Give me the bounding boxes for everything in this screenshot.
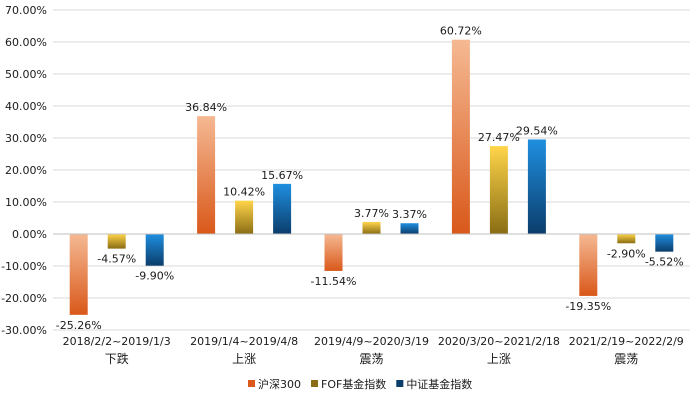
x-category-phase: 震荡	[614, 352, 638, 366]
y-tick-label: 20.00%	[5, 164, 47, 177]
bar	[197, 116, 216, 234]
bar	[579, 234, 598, 296]
data-label: 3.77%	[354, 207, 389, 220]
y-tick-label: 50.00%	[5, 68, 47, 81]
legend-swatch	[311, 380, 318, 387]
bar	[400, 223, 419, 234]
x-category-period: 2021/2/19~2022/2/9	[569, 335, 684, 348]
bars-layer	[69, 39, 674, 315]
y-tick-label: -30.00%	[1, 324, 47, 337]
legend-swatch	[248, 380, 255, 387]
y-axis-ticks: 70.00% 60.00% 50.00% 40.00% 30.00% 20.00% 10.0…	[1, 4, 47, 337]
legend-label: 中证基金指数	[406, 377, 472, 391]
data-label: -2.90%	[607, 247, 646, 260]
x-category-period: 2019/4/9~2020/3/19	[314, 335, 429, 348]
y-tick-label: -10.00%	[1, 260, 47, 273]
x-category-phase: 上涨	[487, 351, 511, 366]
data-label: 27.47%	[478, 131, 520, 144]
x-category-period: 2019/1/4~2019/4/8	[190, 335, 298, 348]
y-tick-label: 30.00%	[5, 132, 47, 145]
bar	[617, 234, 636, 244]
bar	[69, 234, 88, 315]
legend-label: 沪深300	[258, 377, 301, 391]
y-tick-label: -20.00%	[1, 292, 47, 305]
data-label: -9.90%	[135, 270, 174, 283]
grid-layer	[53, 9, 690, 331]
data-label: -25.26%	[56, 319, 102, 332]
bar	[362, 221, 381, 234]
bar	[489, 146, 508, 234]
x-category-period: 2018/2/2~2019/1/3	[63, 335, 171, 348]
data-label: 36.84%	[185, 101, 227, 114]
y-tick-label: 60.00%	[5, 36, 47, 49]
data-label: -19.35%	[565, 300, 611, 313]
bar	[145, 234, 164, 266]
data-label: 15.67%	[261, 169, 303, 182]
bar	[527, 139, 546, 234]
data-label: 60.72%	[440, 25, 482, 38]
data-label: 3.37%	[392, 208, 427, 221]
legend-label: FOF基金指数	[321, 377, 386, 391]
y-tick-label: 10.00%	[5, 196, 47, 209]
bar	[273, 183, 292, 234]
legend-swatch	[396, 380, 404, 387]
legend: 沪深300 FOF基金指数 中证基金指数	[248, 377, 472, 391]
bar	[324, 234, 343, 271]
data-label: -4.57%	[97, 253, 136, 266]
x-category-phase: 下跌	[105, 351, 129, 366]
data-label: 10.42%	[223, 186, 265, 199]
bar	[451, 39, 470, 234]
bar	[655, 234, 674, 252]
data-label: -11.54%	[311, 275, 357, 288]
data-label: 29.54%	[516, 124, 558, 137]
data-labels-layer: -25.26% -4.57% -9.90% 36.84% 10.42% 15.67% -11…	[56, 25, 684, 332]
x-category-period: 2020/3/20~2021/2/18	[438, 335, 560, 348]
y-tick-label: 0.00%	[12, 228, 47, 241]
x-axis-categories: 2018/2/2~2019/1/3 下跌 2019/1/4~2019/4/8 上涨 20…	[63, 335, 684, 366]
x-category-phase: 震荡	[359, 352, 383, 366]
y-tick-label: 40.00%	[5, 100, 47, 113]
data-label: -5.52%	[645, 256, 684, 269]
bar	[107, 234, 126, 249]
y-tick-label: 70.00%	[5, 4, 47, 17]
bar	[235, 200, 254, 234]
x-category-phase: 上涨	[232, 351, 256, 366]
